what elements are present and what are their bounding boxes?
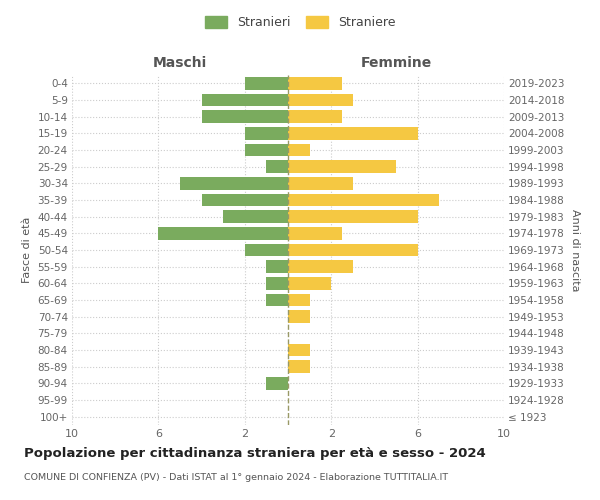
Bar (223, 210, 288, 223)
Bar (288, 144, 310, 156)
Bar (288, 210, 418, 223)
Bar (202, 94, 288, 106)
Y-axis label: Anni di nascita: Anni di nascita (571, 208, 580, 291)
Text: Maschi: Maschi (153, 56, 207, 70)
Bar (245, 144, 288, 156)
Bar (288, 294, 310, 306)
Bar (288, 310, 310, 323)
Bar (288, 77, 342, 90)
Bar (288, 344, 310, 356)
Bar (266, 160, 288, 173)
Bar (288, 110, 342, 123)
Bar (288, 177, 353, 190)
Bar (266, 277, 288, 289)
Bar (180, 177, 288, 190)
Bar (288, 260, 353, 273)
Bar (288, 160, 396, 173)
Bar (245, 77, 288, 90)
Bar (245, 244, 288, 256)
Bar (288, 244, 418, 256)
Legend: Stranieri, Straniere: Stranieri, Straniere (199, 11, 401, 34)
Bar (288, 360, 310, 373)
Bar (202, 110, 288, 123)
Bar (288, 127, 418, 140)
Bar (288, 194, 439, 206)
Bar (288, 227, 342, 239)
Bar (266, 377, 288, 390)
Bar (266, 294, 288, 306)
Text: COMUNE DI CONFIENZA (PV) - Dati ISTAT al 1° gennaio 2024 - Elaborazione TUTTITAL: COMUNE DI CONFIENZA (PV) - Dati ISTAT al… (24, 472, 448, 482)
Bar (245, 127, 288, 140)
Bar (288, 94, 353, 106)
Y-axis label: Fasce di età: Fasce di età (22, 217, 32, 283)
Bar (288, 277, 331, 289)
Text: Popolazione per cittadinanza straniera per età e sesso - 2024: Popolazione per cittadinanza straniera p… (24, 448, 486, 460)
Text: Femmine: Femmine (361, 56, 431, 70)
Bar (202, 194, 288, 206)
Bar (158, 227, 288, 239)
Bar (266, 260, 288, 273)
